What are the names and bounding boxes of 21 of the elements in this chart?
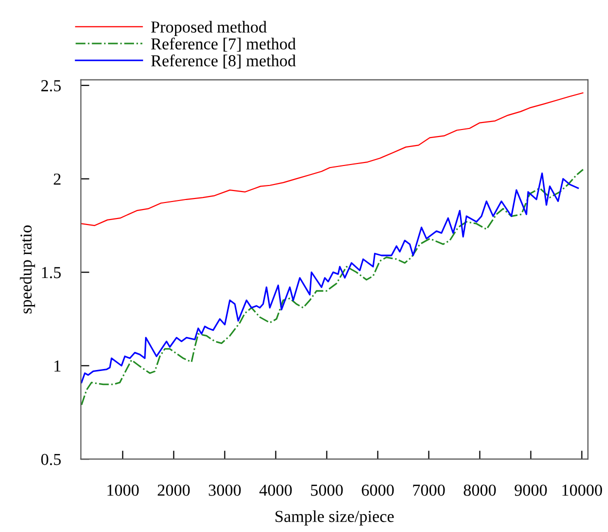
x-tick-label: 10000: [562, 484, 602, 496]
x-tick-label: 5000: [311, 484, 343, 496]
x-tick-label: 8000: [464, 484, 496, 496]
x-tick-label: 7000: [413, 484, 445, 496]
y-tick-label: 1.5: [42, 267, 61, 278]
y-tick-label: 2.5: [41, 80, 61, 92]
x-axis-title: Sample size/piece: [276, 510, 394, 526]
x-tick-label: 2000: [158, 484, 190, 496]
y-axis-title: speedup ratio: [20, 225, 36, 314]
x-tick-label: 1000: [107, 484, 139, 496]
x-tick-label: 6000: [362, 484, 394, 496]
y-tick-label: 1: [54, 360, 60, 372]
legend-label: Proposed method: [151, 20, 267, 36]
line-series: [80, 92, 584, 226]
y-tick-label: 0.5: [41, 454, 61, 466]
legend-label: Reference [8] method: [151, 54, 296, 68]
x-tick-label: 4000: [259, 484, 292, 496]
legend-label: Reference [7] method: [151, 38, 296, 52]
y-tick-label: 2: [54, 174, 60, 185]
x-tick-label: 9000: [514, 484, 547, 496]
x-tick-label: 3000: [208, 484, 241, 496]
